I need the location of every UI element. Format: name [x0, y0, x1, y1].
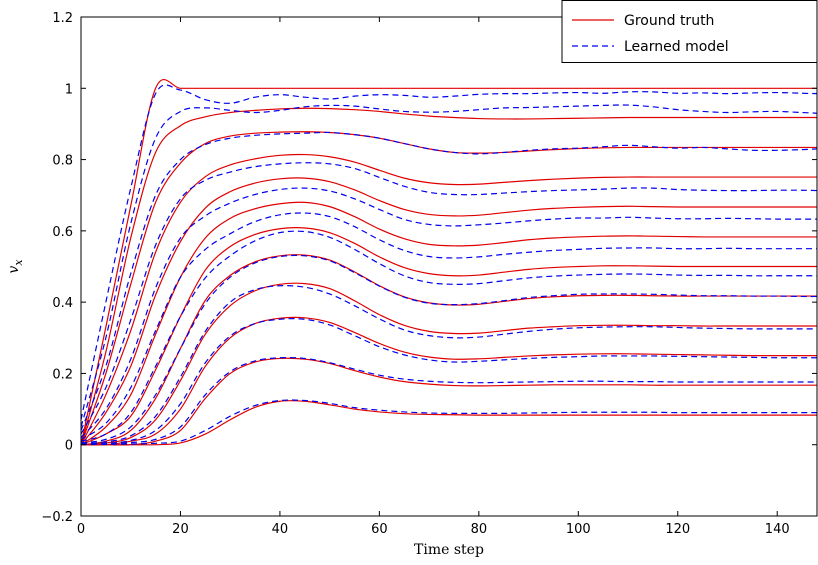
legend-label-learned-model: Learned model	[624, 39, 729, 55]
ground-truth-line	[80, 153, 817, 445]
ground-truth-line	[80, 254, 817, 446]
legend-label-ground-truth: Ground truth	[624, 13, 714, 29]
x-tick-label: 100	[566, 522, 591, 537]
ground-truth-line	[80, 79, 817, 445]
y-axis-label-base: v	[6, 266, 22, 274]
ground-truth-line	[81, 400, 817, 446]
learned-model-line	[80, 254, 818, 444]
x-tick-label: 20	[172, 522, 189, 537]
ground-truth-line	[80, 177, 817, 446]
learned-model-line	[80, 399, 817, 445]
ground-truth-line	[80, 227, 817, 446]
ground-truth-line	[80, 131, 817, 445]
y-tick-label: 0.6	[52, 225, 73, 240]
x-axis-label: Time step	[414, 542, 484, 558]
axes	[80, 16, 818, 517]
y-axis-label: vx	[6, 259, 25, 274]
series-layer	[80, 79, 818, 446]
y-axis-label-subscript: x	[12, 259, 25, 266]
learned-model-line	[80, 104, 818, 428]
ground-truth-line	[80, 316, 817, 446]
learned-model-line	[80, 318, 817, 445]
x-tick-label: 0	[77, 522, 85, 537]
y-tick-label: 0.4	[52, 296, 73, 311]
learned-model-line	[80, 356, 817, 445]
ground-truth-line	[80, 282, 817, 446]
y-tick-label: 1	[65, 82, 73, 97]
x-tick-label: 40	[272, 522, 289, 537]
learned-model-line	[80, 285, 817, 444]
ground-truth-line	[80, 201, 817, 446]
y-tick-label: −0.2	[41, 510, 73, 525]
y-tick-label: 0.8	[52, 154, 73, 169]
ground-truth-line	[80, 107, 817, 445]
learned-model-line	[80, 230, 817, 442]
x-tick-label: 80	[471, 522, 488, 537]
legend: Ground truth Learned model	[561, 0, 818, 63]
legend-box	[561, 0, 818, 63]
y-tick-label: 0	[65, 439, 73, 454]
ground-truth-line	[81, 357, 817, 446]
y-tick-label: 1.2	[52, 11, 73, 26]
learned-model-line	[80, 131, 818, 431]
x-tick-label: 140	[765, 522, 790, 537]
learned-model-line	[80, 162, 818, 435]
learned-model-line	[80, 187, 817, 438]
learned-model-line	[80, 212, 817, 440]
plot-frame	[80, 16, 818, 517]
y-tick-label: 0.2	[52, 367, 73, 382]
tick-layer: 0 20 40 60 80 100 120 140 −0.2 0 0.2 0.4 0.6 0.8 1 1.2	[41, 11, 817, 537]
x-tick-label: 120	[665, 522, 690, 537]
learned-model-line	[80, 84, 818, 420]
x-tick-label: 60	[371, 522, 388, 537]
